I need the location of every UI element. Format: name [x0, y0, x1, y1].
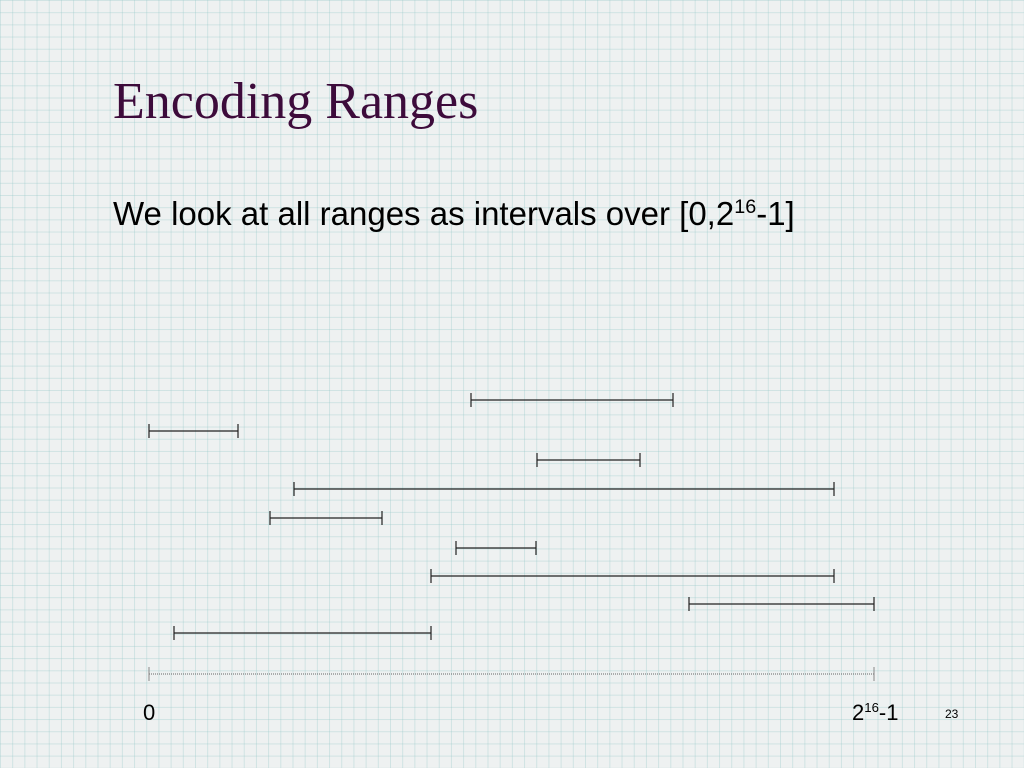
interval: [148, 424, 239, 438]
interval: [173, 626, 432, 640]
body-superscript: 16: [734, 196, 756, 218]
interval: [536, 453, 641, 467]
slide-title: Encoding Ranges: [113, 73, 478, 130]
interval: [430, 569, 835, 583]
axis-end-label: 216-1: [852, 700, 898, 725]
body-suffix: -1]: [756, 195, 795, 232]
axis-start-label: 0: [143, 700, 155, 725]
domain-axis: [148, 667, 875, 681]
axis-end-suffix: -1: [879, 700, 899, 725]
page-number: 23: [945, 707, 959, 721]
intervals: [148, 393, 875, 640]
interval: [455, 541, 537, 555]
axis-end-base: 2: [852, 700, 864, 725]
body-main: We look at all ranges as intervals over …: [113, 195, 734, 232]
interval: [688, 597, 875, 611]
interval: [470, 393, 674, 407]
interval: [269, 511, 383, 525]
interval: [293, 482, 835, 496]
body-text: We look at all ranges as intervals over …: [113, 195, 795, 232]
axis-end-superscript: 16: [864, 700, 879, 715]
